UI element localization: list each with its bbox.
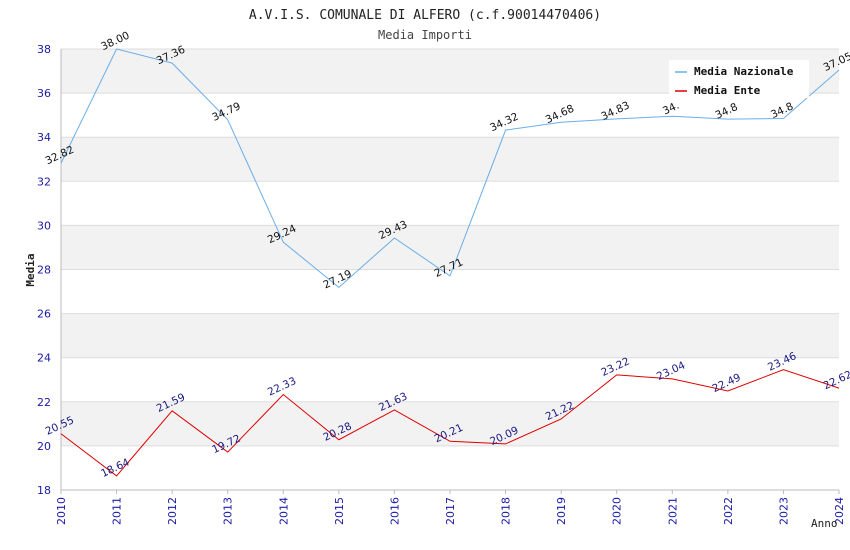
axes (60, 49, 840, 494)
x-tick-label: 2011 (111, 497, 124, 525)
x-tick-label: 2017 (444, 497, 457, 525)
y-tick-label: 24 (37, 352, 51, 365)
x-tick-label: 2020 (611, 497, 624, 525)
x-tick-label: 2016 (388, 497, 401, 525)
x-tick-label: 2014 (277, 497, 290, 525)
grid-lines (61, 48, 839, 491)
x-tick-label: 2012 (166, 497, 179, 525)
x-tick-label: 2019 (555, 497, 568, 525)
grid-band (61, 313, 839, 358)
y-tick-labels: 18 20 22 24 26 28 30 32 34 36 38 (37, 43, 51, 497)
data-label-media-nazionale: 34.79 (210, 100, 242, 124)
data-label-media-ente: 23.04 (655, 359, 688, 383)
grid-band (61, 401, 839, 446)
data-label-media-ente: 18.64 (99, 456, 132, 480)
grid-band (61, 225, 839, 270)
y-tick-label: 36 (37, 87, 51, 100)
x-tick-label: 2013 (222, 497, 235, 525)
data-label-media-ente: 22.33 (266, 375, 298, 399)
legend-box (669, 60, 809, 98)
y-tick-label: 26 (37, 308, 51, 321)
y-tick-label: 30 (37, 219, 51, 232)
grid-bands (61, 49, 839, 446)
x-tick-label: 2010 (55, 497, 68, 525)
x-tick-label: 2018 (500, 497, 513, 525)
y-tick-label: 28 (37, 264, 51, 277)
y-tick-label: 18 (37, 484, 51, 497)
x-tick-label: 2015 (333, 497, 346, 525)
data-label-media-ente: 22.62 (822, 369, 850, 393)
series-lines (60, 48, 840, 477)
series-line-media-nazionale (60, 48, 840, 289)
y-tick-label: 34 (37, 131, 51, 144)
y-tick-label: 32 (37, 175, 51, 188)
x-tick-label: 2023 (777, 497, 790, 525)
data-label-media-nazionale: 27.19 (321, 268, 353, 292)
x-tick-labels: 2010 2011 2012 2013 2014 2015 2016 2017 2018 2019… (55, 497, 846, 525)
x-tick-label: 2021 (666, 497, 679, 525)
chart-title: A.V.I.S. COMUNALE DI ALFERO (c.f.9001447… (249, 8, 601, 23)
x-tick-label: 2024 (833, 497, 846, 525)
y-tick-label: 38 (37, 43, 51, 56)
legend-label-media-nazionale: Media Nazionale (694, 65, 794, 78)
series-line-media-ente (60, 369, 840, 477)
legend-label-media-ente: Media Ente (694, 84, 761, 97)
legend: Media Nazionale Media Ente (669, 60, 809, 98)
x-axis-label: Anno (811, 517, 838, 530)
chart-subtitle: Media Importi (378, 28, 472, 42)
data-label-media-nazionale: 34. (661, 100, 681, 118)
grid-band (61, 137, 839, 182)
data-label-media-nazionale: 34.32 (488, 111, 520, 135)
x-tick-label: 2022 (722, 497, 735, 525)
data-label-media-ente: 22.49 (710, 371, 742, 395)
y-axis-label: Media (24, 253, 37, 286)
y-tick-label: 22 (37, 396, 51, 409)
y-tick-label: 20 (37, 440, 51, 453)
